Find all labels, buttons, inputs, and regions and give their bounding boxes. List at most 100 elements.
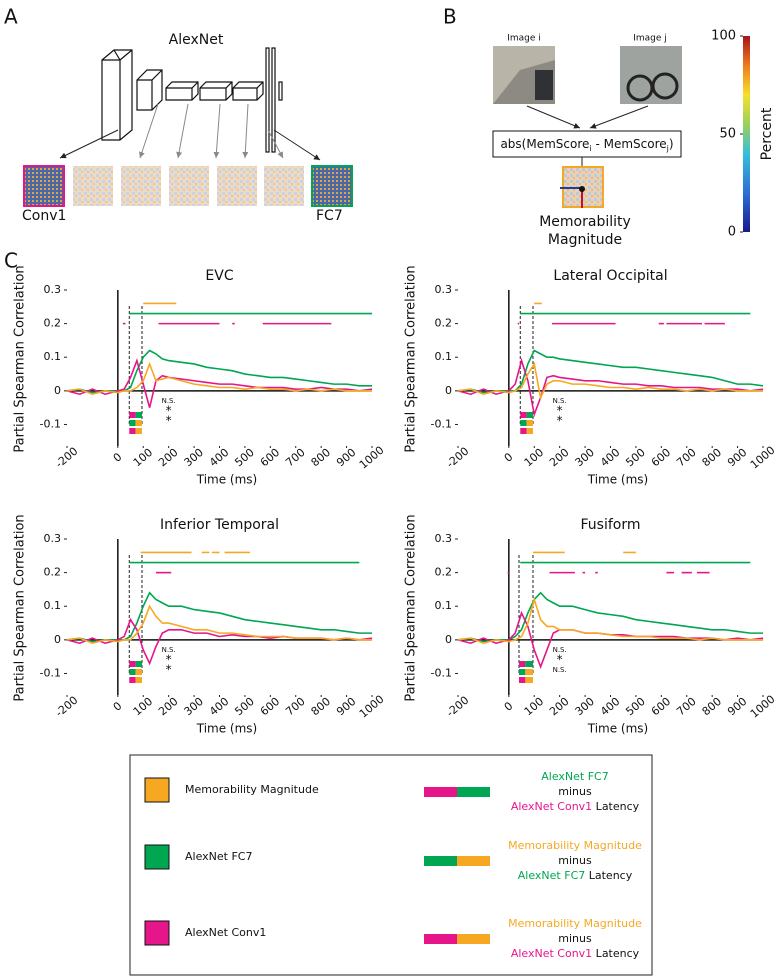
latency-bar	[519, 669, 526, 675]
x-tick-label: 300	[182, 695, 206, 718]
x-axis-label: Time (ms)	[587, 473, 649, 487]
layer-label: Conv1	[22, 208, 66, 224]
series-line	[457, 357, 764, 418]
y-tick-label: 0.2	[44, 566, 62, 579]
significance-note: N.S.	[553, 397, 567, 405]
legend-bar	[424, 787, 457, 797]
x-tick-label: 400	[207, 446, 231, 469]
latency-bar	[135, 428, 142, 434]
x-tick-label: 500	[623, 695, 647, 718]
chart-title: Lateral Occipital	[553, 268, 667, 284]
x-tick-label: 900	[334, 446, 358, 469]
legend-diff-suffix: Latency	[592, 800, 639, 813]
x-tick-label: 400	[207, 695, 231, 718]
latency-bar	[129, 669, 136, 675]
legend-diff-top: Memorability Magnitude	[508, 839, 642, 852]
x-tick-label: 900	[725, 695, 749, 718]
legend-diff-bottom: AlexNet Conv1 Latency	[511, 947, 640, 960]
formula-part: abs(MemScore	[500, 137, 589, 151]
legend-swatch	[144, 777, 170, 803]
x-tick-label: 700	[674, 695, 698, 718]
image-label: Image i	[507, 34, 541, 44]
latency-bar	[135, 420, 142, 426]
x-tick-label: 800	[700, 695, 724, 718]
y-tick-label: 0.2	[44, 317, 62, 330]
x-axis-label: Time (ms)	[196, 473, 258, 487]
y-tick-label: 0.1	[44, 350, 62, 363]
x-tick-label: 100	[522, 446, 546, 469]
x-tick-label: 500	[623, 446, 647, 469]
image-thumbnails	[493, 46, 682, 104]
formula: abs(MemScorei - MemScorej)	[500, 137, 673, 153]
chart-title: Fusiform	[581, 517, 641, 533]
chart-title: EVC	[205, 268, 233, 284]
x-tick-label: 200	[156, 695, 180, 718]
legend-bar	[457, 934, 490, 944]
latency-bar	[129, 412, 136, 418]
x-tick-label: 600	[258, 446, 282, 469]
legend-bar	[424, 934, 457, 944]
legend-swatch	[144, 920, 170, 946]
y-axis-label: Partial Spearman Correlation	[404, 514, 419, 701]
latency-bar	[520, 412, 527, 418]
legend-diff-top: Memorability Magnitude	[508, 917, 642, 930]
panel-label: C	[4, 249, 18, 273]
y-tick-label: 0.1	[435, 599, 453, 612]
legend-bar	[457, 856, 490, 866]
y-tick-label: -0.1	[431, 666, 452, 679]
y-tick-label: 0.2	[435, 566, 453, 579]
significance-note: N.S.	[162, 397, 176, 405]
series-line	[457, 349, 764, 394]
legend-bar	[424, 856, 457, 866]
colorbar-tick-label: 100	[711, 29, 736, 44]
legend-diff-name: AlexNet Conv1	[511, 800, 592, 813]
y-tick-label: 0	[445, 384, 452, 397]
colorbar	[743, 36, 750, 232]
network-title: AlexNet	[169, 32, 224, 48]
x-tick-label: 300	[573, 695, 597, 718]
x-tick-label: 200	[547, 695, 571, 718]
latency-bar	[526, 428, 533, 434]
series-line	[66, 357, 373, 408]
legend-diff-bottom: AlexNet Conv1 Latency	[511, 800, 640, 813]
significance-note: *	[557, 414, 563, 428]
marker	[579, 186, 585, 192]
series-line	[457, 596, 763, 645]
y-tick-label: -0.1	[40, 417, 61, 430]
formula-sub: i	[589, 144, 591, 153]
x-tick-label: -200	[444, 445, 471, 471]
significance-note: *	[557, 653, 563, 667]
legend-diff-suffix: Latency	[592, 947, 639, 960]
series-line	[66, 604, 372, 645]
latency-bar	[129, 420, 136, 426]
x-tick-label: 200	[547, 446, 571, 469]
network-arrows	[59, 103, 321, 161]
latency-bar	[135, 677, 142, 683]
x-tick-label: 100	[131, 446, 155, 469]
layer-label: FC7	[316, 208, 343, 224]
formula-box	[492, 130, 682, 158]
y-tick-label: 0.1	[435, 350, 453, 363]
y-tick-label: 0	[54, 384, 61, 397]
significance-note: N.S.	[553, 666, 567, 674]
legend-diff-suffix: Latency	[585, 869, 632, 882]
legend-diff-middle: minus	[558, 785, 592, 798]
significance-note: *	[166, 414, 172, 428]
legend-bar	[457, 787, 490, 797]
series-line	[457, 591, 763, 643]
x-tick-label: 300	[573, 446, 597, 469]
series-line	[457, 361, 763, 401]
legend-diff-middle: minus	[558, 932, 592, 945]
y-tick-label: -0.1	[431, 417, 452, 430]
significance-note: *	[166, 663, 172, 677]
latency-bar	[525, 661, 533, 667]
x-tick-label: 400	[598, 446, 622, 469]
rdm-thumbnails	[23, 165, 353, 207]
x-tick-label: 900	[725, 446, 749, 469]
x-tick-label: 400	[598, 695, 622, 718]
latency-bar	[526, 412, 533, 418]
x-tick-label: 500	[232, 446, 256, 469]
legend-label: AlexNet FC7	[185, 850, 252, 863]
series-line	[66, 591, 372, 643]
